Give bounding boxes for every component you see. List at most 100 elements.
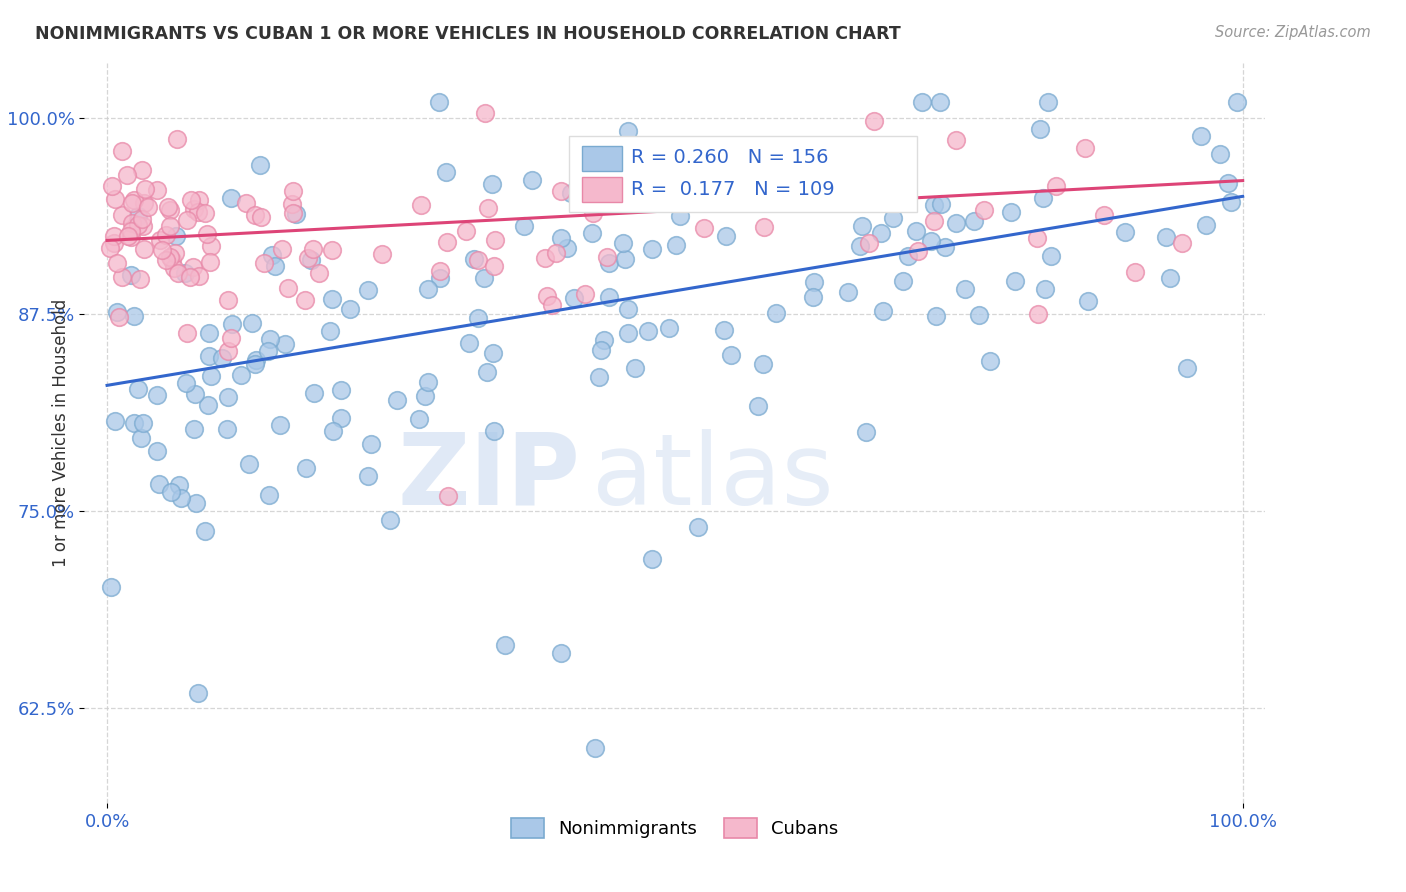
Point (616, 301, 638, 316)
Point (555, 241, 578, 255)
Point (434, 165, 457, 179)
Point (665, 237, 688, 252)
Point (308, 266, 330, 280)
Point (321, 292, 343, 306)
Point (117, 229, 139, 244)
Point (297, 251, 319, 265)
Point (713, 323, 735, 337)
Point (321, 244, 343, 258)
Point (122, 193, 145, 207)
Point (907, 244, 929, 258)
Point (416, 281, 439, 295)
Point (855, 425, 877, 439)
Point (1038, 95, 1060, 109)
FancyBboxPatch shape (568, 136, 917, 212)
Point (1040, 249, 1063, 263)
Point (1004, 274, 1026, 288)
Point (302, 386, 325, 401)
Point (1000, 204, 1022, 219)
Point (103, 229, 125, 244)
Point (129, 431, 152, 445)
Point (105, 256, 128, 270)
Point (167, 478, 190, 492)
Point (882, 211, 904, 225)
Point (494, 638, 516, 652)
Point (863, 113, 886, 128)
Text: ZIP: ZIP (398, 428, 581, 525)
Point (953, 282, 976, 296)
Point (181, 260, 204, 274)
Point (945, 217, 967, 231)
Point (536, 289, 558, 303)
Point (243, 208, 266, 222)
Point (891, 274, 914, 288)
Point (269, 418, 291, 433)
Point (581, 226, 603, 240)
Point (963, 214, 986, 228)
Point (920, 235, 942, 249)
Point (121, 216, 143, 230)
Point (160, 253, 183, 268)
Point (979, 354, 1001, 368)
Point (198, 255, 221, 269)
Point (624, 361, 647, 376)
Point (849, 239, 872, 253)
Y-axis label: 1 or more Vehicles in Household: 1 or more Vehicles in Household (52, 299, 70, 566)
Point (108, 310, 131, 324)
Point (385, 392, 408, 407)
Point (686, 520, 709, 534)
Point (714, 229, 737, 244)
Point (146, 388, 169, 402)
Point (1226, 95, 1249, 109)
Point (105, 305, 128, 319)
Point (562, 291, 585, 305)
Point (127, 383, 149, 397)
Point (783, 185, 806, 199)
Point (302, 242, 325, 256)
Point (132, 219, 155, 234)
Point (235, 196, 257, 211)
Point (194, 524, 217, 539)
Point (1045, 178, 1067, 193)
Point (243, 357, 266, 371)
Point (641, 551, 664, 566)
Point (330, 383, 353, 397)
Text: NONIMMIGRANTS VS CUBAN 1 OR MORE VEHICLES IN HOUSEHOLD CORRELATION CHART: NONIMMIGRANTS VS CUBAN 1 OR MORE VEHICLE… (35, 25, 901, 43)
Point (285, 207, 308, 221)
Point (187, 193, 209, 207)
Point (195, 227, 218, 242)
Point (581, 205, 603, 219)
Point (217, 390, 239, 404)
Point (467, 310, 489, 325)
Point (127, 210, 149, 224)
Point (166, 131, 188, 145)
Text: R = 0.260   N = 156: R = 0.260 N = 156 (631, 148, 828, 168)
Point (872, 303, 894, 318)
Point (456, 224, 478, 238)
Point (560, 186, 582, 201)
Point (160, 485, 183, 500)
Point (801, 290, 824, 304)
Point (330, 410, 353, 425)
Point (156, 200, 179, 214)
Point (295, 461, 318, 475)
Point (122, 309, 145, 323)
Point (413, 389, 436, 403)
Point (211, 351, 233, 366)
Point (612, 194, 634, 209)
Point (371, 247, 394, 261)
Point (149, 233, 172, 247)
Point (270, 243, 292, 257)
Point (484, 259, 506, 273)
Point (596, 250, 619, 264)
Point (457, 335, 479, 350)
Point (427, 95, 450, 109)
Point (281, 206, 304, 220)
Point (249, 159, 271, 173)
Point (513, 219, 536, 233)
Point (474, 106, 496, 120)
Point (1175, 361, 1198, 376)
Point (922, 198, 945, 212)
Point (1195, 218, 1218, 232)
Point (299, 252, 322, 267)
